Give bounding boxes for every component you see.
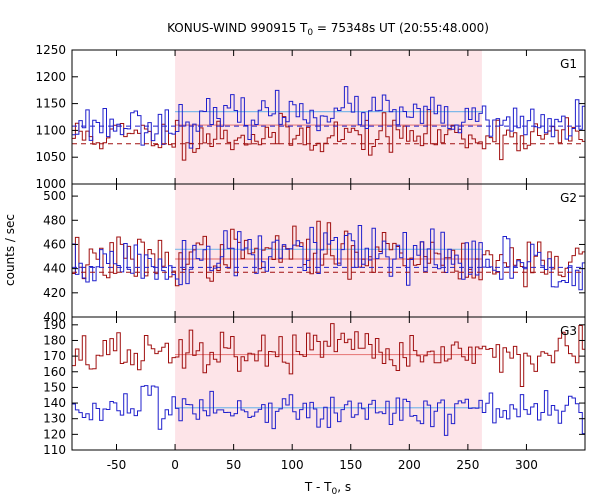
y-tick-label: 1150: [35, 97, 66, 111]
x-tick-label: 0: [171, 458, 179, 472]
y-tick-label: 130: [43, 412, 66, 426]
y-tick-label: 150: [43, 380, 66, 394]
series-red-line: [72, 323, 585, 387]
panel-label: G2: [560, 191, 577, 205]
series-blue-line: [72, 86, 585, 149]
panels-group: 100010501100115012001250G140042044046048…: [35, 43, 586, 472]
y-tick-label: 420: [43, 286, 66, 300]
panel-label: G3: [560, 324, 577, 338]
y-tick-label: 500: [43, 189, 66, 203]
series-blue-line: [72, 385, 585, 436]
y-axis-title: counts / sec: [3, 214, 17, 286]
series-red-line: [72, 109, 585, 161]
y-tick-label: 1100: [35, 123, 66, 137]
y-tick-label: 1250: [35, 43, 66, 57]
panel-label: G1: [560, 57, 577, 71]
x-tick-label: 100: [281, 458, 304, 472]
y-tick-label: 400: [43, 310, 66, 324]
highlight-region: [175, 184, 482, 317]
y-tick-label: 1050: [35, 150, 66, 164]
series-red-line: [72, 220, 585, 288]
y-tick-label: 440: [43, 262, 66, 276]
y-tick-label: 460: [43, 237, 66, 251]
y-tick-label: 170: [43, 349, 66, 363]
x-tick-label: 200: [398, 458, 421, 472]
y-tick-label: 180: [43, 333, 66, 347]
chart-title: KONUS-WIND 990915 T0 = 75348s UT (20:55:…: [167, 21, 489, 38]
x-tick-label: 150: [339, 458, 362, 472]
highlight-region: [175, 50, 482, 184]
y-tick-label: 110: [43, 443, 66, 457]
y-tick-label: 1200: [35, 70, 66, 84]
x-axis-title: T - T0, s: [304, 480, 351, 497]
x-tick-label: 250: [456, 458, 479, 472]
x-tick-label: -50: [107, 458, 127, 472]
x-tick-label: 300: [515, 458, 538, 472]
panel-frame: [71, 316, 586, 451]
y-tick-label: 480: [43, 213, 66, 227]
y-tick-label: 120: [43, 427, 66, 441]
y-tick-label: 140: [43, 396, 66, 410]
series-blue-line: [72, 225, 585, 291]
y-tick-label: 190: [43, 318, 66, 332]
x-tick-label: 50: [226, 458, 241, 472]
y-tick-label: 160: [43, 365, 66, 379]
highlight-region: [175, 317, 482, 450]
y-tick-label: 1000: [35, 177, 66, 191]
